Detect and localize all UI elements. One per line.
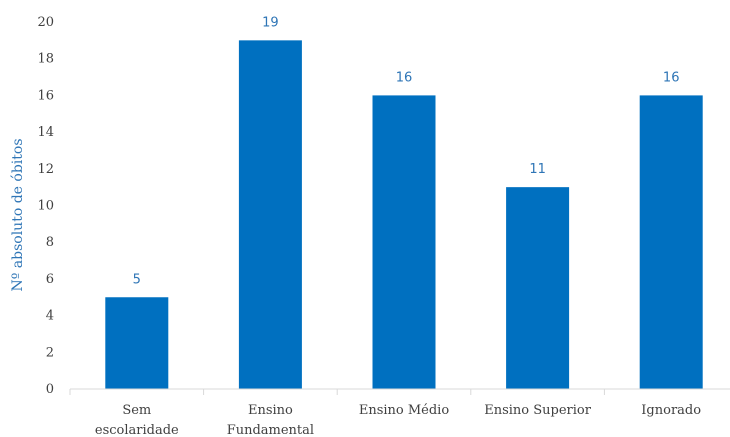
y-tick-label: 10 — [37, 199, 54, 214]
category-labels: Sem escolaridade Ensino Fundamental Ensino M… — [95, 403, 701, 437]
data-label: 11 — [529, 162, 546, 177]
data-labels: 5 19 16 11 16 — [133, 15, 680, 287]
y-tick-label: 6 — [46, 272, 54, 287]
y-tick-label: 0 — [46, 382, 54, 397]
category-label: Ignorado — [641, 403, 701, 418]
y-axis-title: Nº absoluto de óbitos — [10, 138, 26, 291]
y-tick-label: 20 — [37, 15, 54, 30]
y-tick-label: 2 — [46, 345, 54, 360]
bar — [238, 40, 302, 389]
bars — [105, 40, 703, 390]
category-label: Ensino — [248, 403, 293, 418]
y-tick-label: 4 — [46, 309, 54, 324]
category-label: Sem — [122, 403, 151, 418]
y-tick-label: 18 — [37, 52, 54, 67]
data-label: 5 — [133, 272, 141, 287]
y-tick-label: 16 — [37, 88, 54, 103]
bar — [639, 95, 703, 390]
data-label: 19 — [262, 15, 279, 30]
bar — [506, 187, 570, 389]
data-label: 16 — [396, 70, 413, 85]
bar — [372, 95, 436, 390]
category-label: Fundamental — [227, 423, 314, 437]
category-label: Ensino Médio — [359, 403, 450, 418]
x-axis — [69, 388, 730, 395]
category-label: Ensino Superior — [484, 403, 592, 418]
y-tick-label: 12 — [37, 162, 54, 177]
category-label: escolaridade — [95, 423, 179, 437]
y-tick-label: 14 — [37, 125, 54, 140]
bar — [105, 297, 169, 389]
data-label: 16 — [663, 70, 680, 85]
y-tick-label: 8 — [46, 235, 54, 250]
y-tick-labels: 0 2 4 6 8 10 12 14 16 18 20 — [37, 15, 54, 397]
